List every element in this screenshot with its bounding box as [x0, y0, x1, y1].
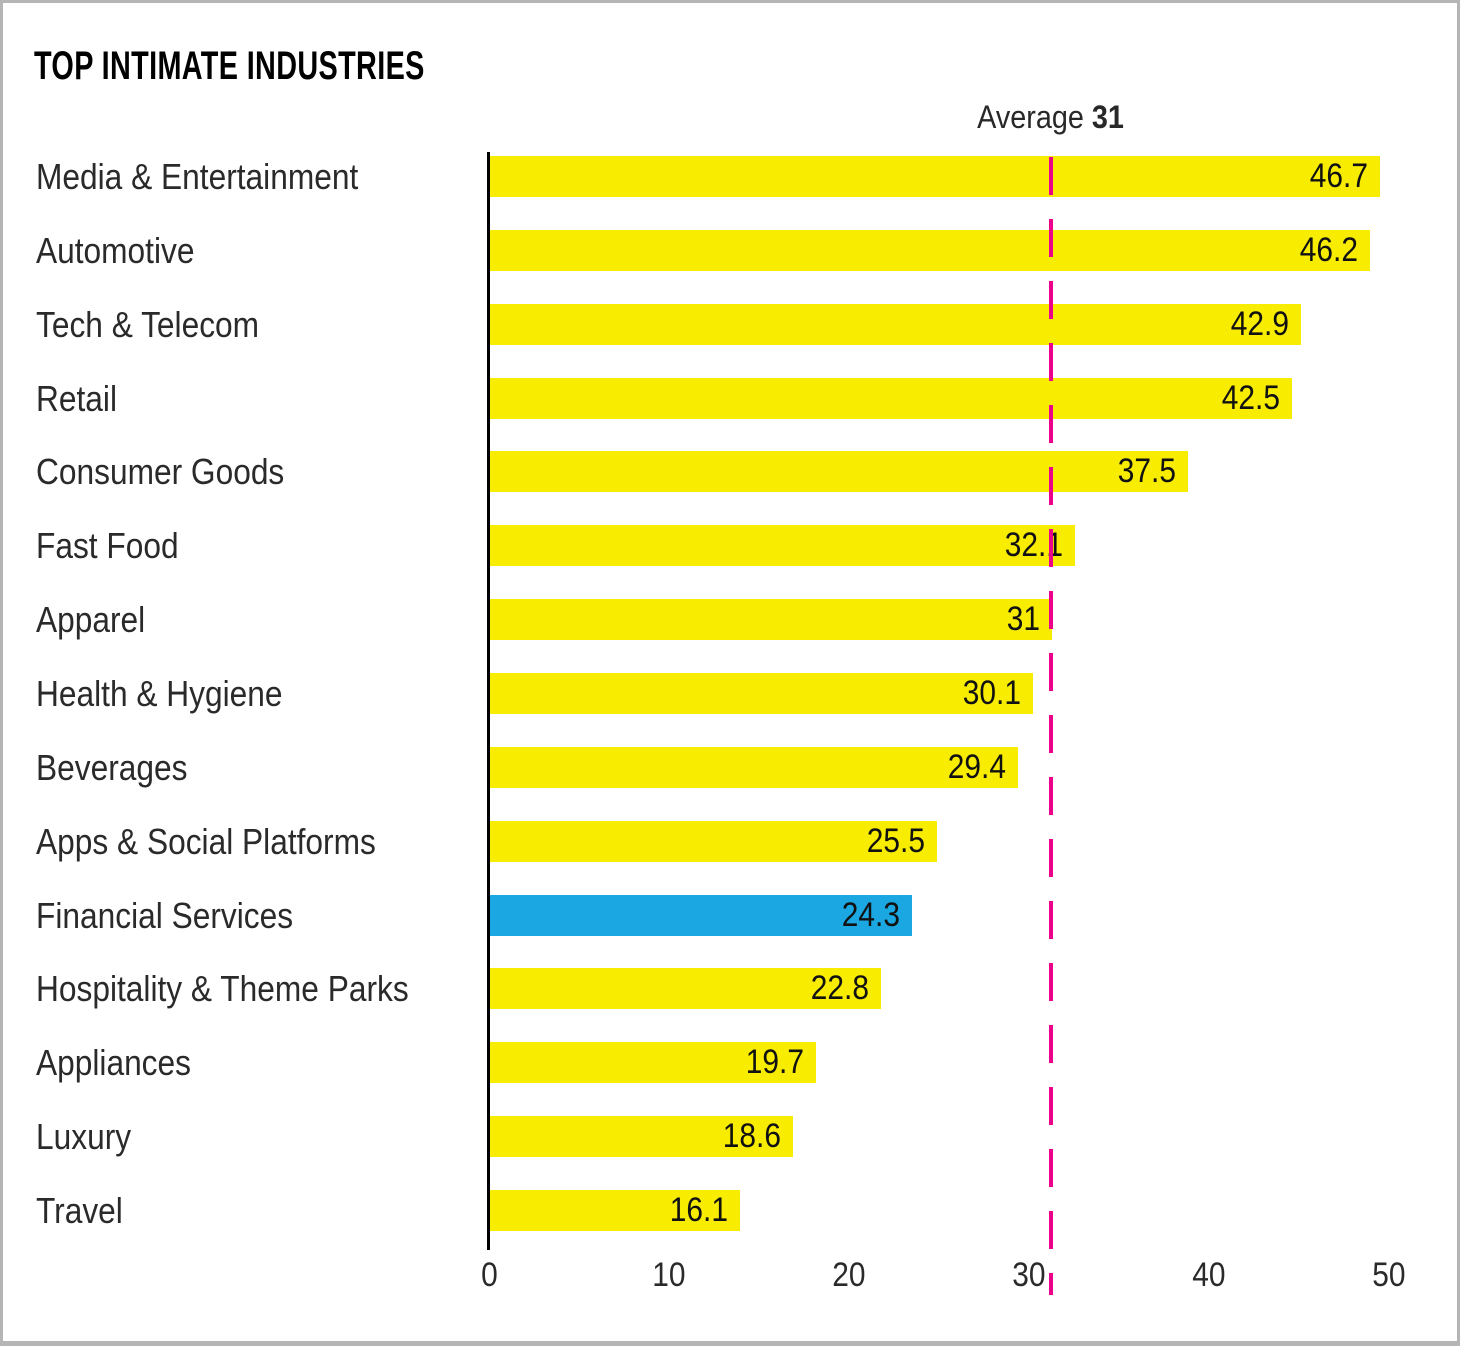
bar-row: Hospitality & Theme Parks 22.8 [0, 968, 1460, 1009]
average-annotation-text: Average 31 [978, 100, 1125, 134]
category-label: Media & Entertainment [36, 156, 359, 197]
value-label: 25.5 [866, 822, 925, 860]
frame-border-top [0, 0, 1460, 3]
x-axis-tick-label: 0 [429, 1258, 549, 1292]
value-label: 29.4 [947, 748, 1006, 786]
value-label: 18.6 [722, 1117, 781, 1155]
value-label: 32.1 [1004, 526, 1063, 564]
bar [490, 304, 1301, 345]
x-axis-tick-label: 20 [789, 1258, 909, 1292]
bar-row: Financial Services 24.3 [0, 895, 1460, 936]
x-axis-tick-label: 10 [609, 1258, 729, 1292]
category-label: Hospitality & Theme Parks [36, 968, 409, 1009]
frame-border-right [1457, 0, 1460, 1346]
category-label: Apps & Social Platforms [36, 821, 376, 862]
x-axis-tick-value: 40 [1192, 1256, 1226, 1294]
x-axis-tick-label: 40 [1149, 1258, 1269, 1292]
bar [490, 1116, 793, 1157]
bar-row: Beverages 29.4 [0, 747, 1460, 788]
x-axis-tick-value: 20 [832, 1256, 866, 1294]
bar [490, 156, 1380, 197]
category-label: Consumer Goods [36, 451, 285, 492]
bar-row: Apps & Social Platforms 25.5 [0, 821, 1460, 862]
bar [490, 525, 1075, 566]
bar [490, 599, 1052, 640]
category-label: Travel [36, 1190, 123, 1231]
value-label: 42.5 [1221, 379, 1280, 417]
value-label: 31 [1006, 600, 1040, 638]
value-label: 46.7 [1309, 157, 1368, 195]
average-annotation: Average 31 [851, 100, 1251, 134]
bar [490, 451, 1188, 492]
category-label: Beverages [36, 747, 188, 788]
category-label: Luxury [36, 1116, 132, 1157]
chart-title: TOP INTIMATE INDUSTRIES [34, 44, 425, 88]
bar-row: Travel 16.1 [0, 1190, 1460, 1231]
x-axis-tick-value: 0 [480, 1256, 498, 1294]
category-label: Fast Food [36, 525, 179, 566]
x-axis-tick-label: 50 [1329, 1258, 1449, 1292]
bar [490, 821, 937, 862]
value-label: 22.8 [810, 969, 869, 1007]
bar-row: Automotive 46.2 [0, 230, 1460, 271]
category-label: Retail [36, 378, 118, 419]
bar [490, 1190, 740, 1231]
category-label: Automotive [36, 230, 195, 271]
average-dashed-line [1049, 157, 1053, 1295]
bar-row: Media & Entertainment 46.7 [0, 156, 1460, 197]
bar [490, 378, 1292, 419]
category-label: Financial Services [36, 895, 294, 936]
frame-border-bottom [0, 1341, 1460, 1346]
x-axis-tick-value: 10 [652, 1256, 686, 1294]
bar [490, 747, 1018, 788]
category-label: Tech & Telecom [36, 304, 260, 345]
frame-border-left [0, 0, 3, 1346]
bar-row: Fast Food 32.1 [0, 525, 1460, 566]
value-label: 16.1 [669, 1191, 728, 1229]
category-label: Health & Hygiene [36, 673, 283, 714]
bar [490, 895, 912, 936]
x-axis-tick-value: 30 [1012, 1256, 1046, 1294]
y-axis-line [487, 152, 490, 1250]
average-prefix: Average [977, 99, 1085, 135]
value-label: 30.1 [962, 674, 1021, 712]
value-label: 37.5 [1117, 452, 1176, 490]
bar-row: Tech & Telecom 42.9 [0, 304, 1460, 345]
value-label: 46.2 [1299, 231, 1358, 269]
bar [490, 230, 1370, 271]
bar-row: Apparel 31 [0, 599, 1460, 640]
bar-row: Appliances 19.7 [0, 1042, 1460, 1083]
value-label: 24.3 [841, 896, 900, 934]
bar-row: Luxury 18.6 [0, 1116, 1460, 1157]
bar [490, 1042, 816, 1083]
x-axis-tick-value: 50 [1372, 1256, 1406, 1294]
bar-row: Health & Hygiene 30.1 [0, 673, 1460, 714]
bar-row: Consumer Goods 37.5 [0, 451, 1460, 492]
bar-row: Retail 42.5 [0, 378, 1460, 419]
average-value: 31 [1092, 99, 1125, 135]
value-label: 19.7 [745, 1043, 804, 1081]
x-axis-tick-label: 30 [969, 1258, 1089, 1292]
value-label: 42.9 [1230, 305, 1289, 343]
bar [490, 673, 1033, 714]
category-label: Apparel [36, 599, 146, 640]
category-label: Appliances [36, 1042, 191, 1083]
bar [490, 968, 881, 1009]
